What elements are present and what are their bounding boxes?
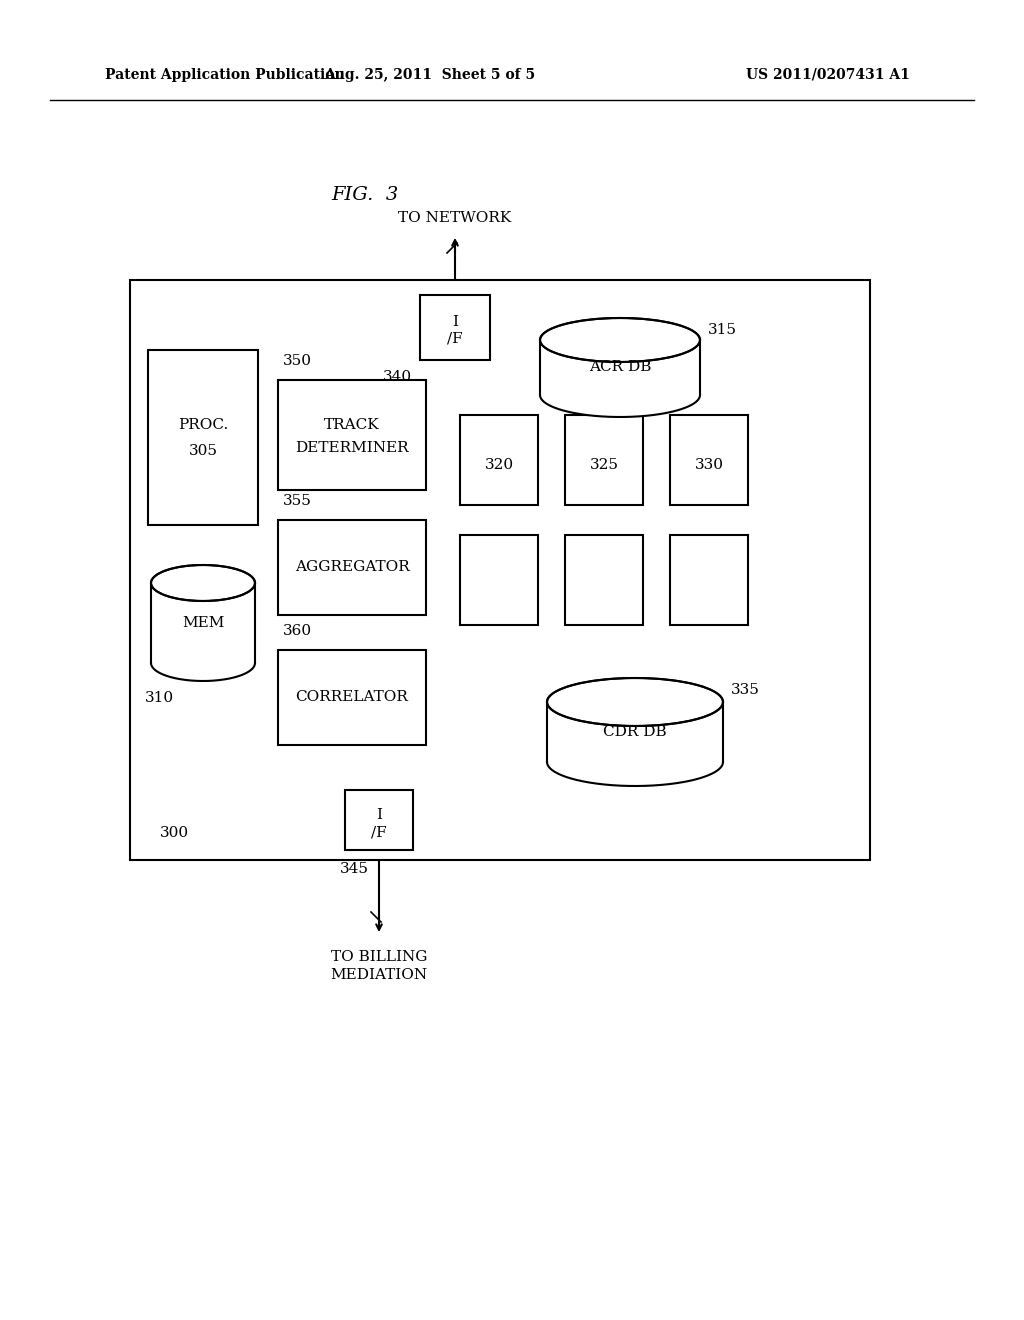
Text: I: I: [452, 315, 458, 329]
Bar: [278, 520, 426, 615]
Text: CDR DB: CDR DB: [603, 725, 667, 739]
Text: Aug. 25, 2011  Sheet 5 of 5: Aug. 25, 2011 Sheet 5 of 5: [325, 69, 536, 82]
Text: TRACK: TRACK: [325, 418, 380, 432]
Bar: [547, 702, 723, 762]
Text: 300: 300: [160, 826, 189, 840]
Text: 315: 315: [708, 323, 737, 337]
Ellipse shape: [547, 678, 723, 726]
Text: 340: 340: [383, 370, 412, 384]
Ellipse shape: [151, 565, 255, 601]
Text: 325: 325: [590, 458, 618, 473]
Bar: [278, 380, 426, 490]
Text: 335: 335: [731, 682, 760, 697]
Bar: [345, 789, 413, 850]
Bar: [278, 649, 426, 744]
Bar: [670, 535, 748, 624]
Text: /F: /F: [371, 825, 387, 840]
Text: I: I: [376, 808, 382, 822]
Bar: [130, 280, 870, 861]
Bar: [565, 414, 643, 506]
Bar: [460, 414, 538, 506]
Text: DETERMINER: DETERMINER: [295, 441, 409, 455]
Text: FIG.  3: FIG. 3: [332, 186, 398, 205]
Text: CORRELATOR: CORRELATOR: [296, 690, 409, 704]
Bar: [540, 341, 700, 395]
Text: MEM: MEM: [182, 616, 224, 630]
Bar: [460, 535, 538, 624]
Text: 305: 305: [188, 444, 217, 458]
Ellipse shape: [540, 374, 700, 417]
Text: TO NETWORK: TO NETWORK: [398, 211, 512, 224]
Text: Patent Application Publication: Patent Application Publication: [105, 69, 345, 82]
Text: US 2011/0207431 A1: US 2011/0207431 A1: [746, 69, 910, 82]
Text: 310: 310: [145, 690, 174, 705]
Text: 350: 350: [283, 354, 312, 368]
Text: 360: 360: [283, 624, 312, 638]
Text: PROC.: PROC.: [178, 418, 228, 432]
Text: 355: 355: [283, 494, 312, 508]
Bar: [151, 583, 255, 663]
Bar: [148, 350, 258, 525]
Bar: [670, 414, 748, 506]
Text: MEDIATION: MEDIATION: [331, 968, 428, 982]
Text: 320: 320: [484, 458, 514, 473]
Text: /F: /F: [447, 333, 463, 346]
Ellipse shape: [547, 738, 723, 785]
Text: 345: 345: [340, 862, 369, 876]
Bar: [420, 294, 490, 360]
Text: ACR DB: ACR DB: [589, 360, 651, 374]
Text: TO BILLING: TO BILLING: [331, 950, 427, 964]
Text: AGGREGATOR: AGGREGATOR: [295, 560, 410, 574]
Ellipse shape: [151, 645, 255, 681]
Text: 330: 330: [694, 458, 724, 473]
Ellipse shape: [540, 318, 700, 362]
Bar: [565, 535, 643, 624]
